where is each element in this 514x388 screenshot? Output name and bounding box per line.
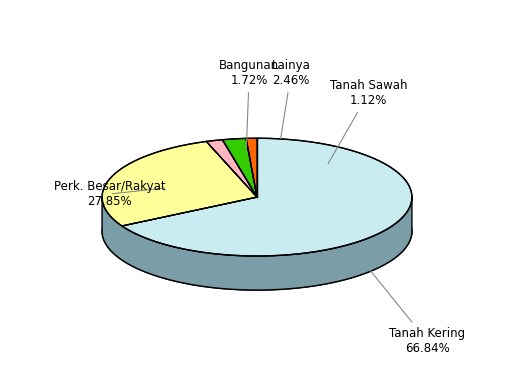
Polygon shape bbox=[223, 139, 257, 197]
Polygon shape bbox=[102, 197, 412, 290]
Text: Tanah Kering
66.84%: Tanah Kering 66.84% bbox=[370, 270, 466, 355]
Text: Perk. Besar/Rakyat
27.85%: Perk. Besar/Rakyat 27.85% bbox=[54, 180, 166, 208]
Polygon shape bbox=[102, 142, 257, 226]
Polygon shape bbox=[102, 172, 412, 290]
Text: Bangunan
1.72%: Bangunan 1.72% bbox=[219, 59, 279, 151]
Polygon shape bbox=[206, 140, 257, 197]
Text: Tanah Sawah
1.12%: Tanah Sawah 1.12% bbox=[328, 79, 407, 164]
Polygon shape bbox=[122, 138, 412, 256]
Polygon shape bbox=[246, 138, 257, 197]
Text: Lainya
2.46%: Lainya 2.46% bbox=[271, 59, 310, 139]
